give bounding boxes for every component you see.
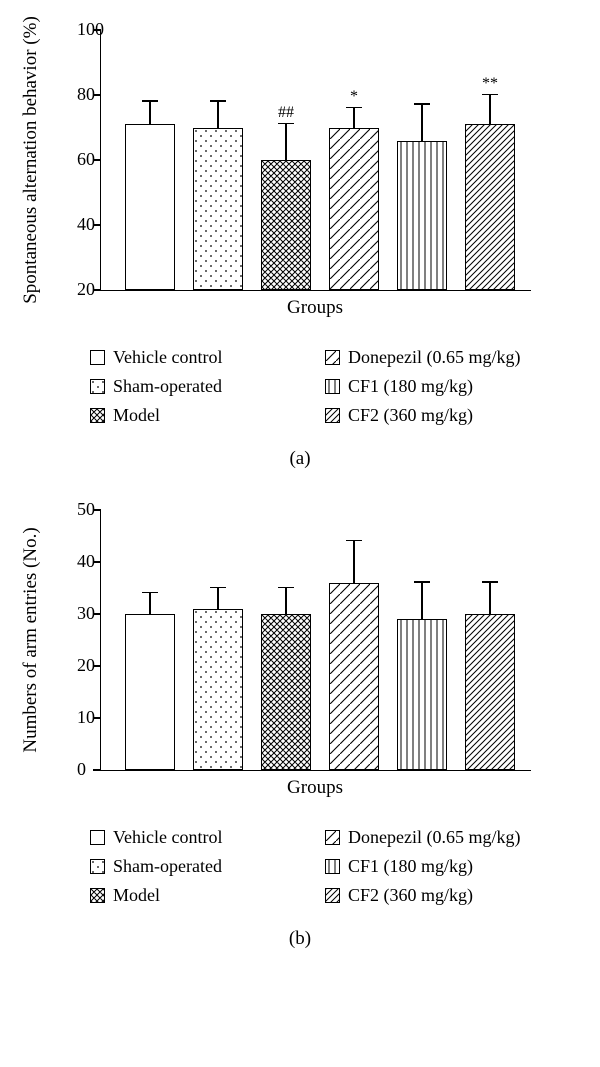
errorbar (217, 588, 219, 609)
ytick-label: 50 (77, 499, 89, 520)
errorbar (489, 95, 491, 124)
chart-b-ylabel: Numbers of arm entries (No.) (20, 527, 42, 752)
errorbar (149, 593, 151, 614)
legend-swatch (90, 830, 105, 845)
legend-b: Vehicle control Donepezil (0.65 mg/kg) Sha… (90, 827, 600, 906)
errorbar (149, 102, 151, 125)
legend-item-cf2: CF2 (360 mg/kg) (325, 885, 580, 906)
errorbar (285, 588, 287, 614)
errorbar-cap (346, 107, 362, 109)
errorbar (285, 124, 287, 160)
bar-donepezil (329, 583, 379, 770)
significance-marker: ** (482, 75, 498, 93)
bar-sham (193, 128, 243, 291)
ytick-label: 0 (77, 759, 89, 780)
panel-b-sublabel: (b) (0, 928, 600, 950)
chart-a-xlabel: Groups (100, 297, 530, 319)
bar-vehicle (125, 124, 175, 290)
legend-swatch (90, 379, 105, 394)
legend-item-vehicle: Vehicle control (90, 827, 325, 848)
errorbar (353, 108, 355, 128)
legend-item-sham: Sham-operated (90, 376, 325, 397)
legend-item-vehicle: Vehicle control (90, 347, 325, 368)
panel-a: Spontaneous alternation behavior (%) 204… (0, 30, 600, 470)
ytick-label: 100 (77, 19, 89, 40)
ytick-label: 30 (77, 603, 89, 624)
legend-swatch (325, 830, 340, 845)
chart-b-plot-area: Numbers of arm entries (No.) 01020304050 (100, 510, 531, 771)
legend-label: Model (113, 885, 160, 906)
errorbar (421, 105, 423, 141)
ytick-label: 60 (77, 149, 89, 170)
ytick-label: 20 (77, 655, 89, 676)
legend-swatch (325, 408, 340, 423)
errorbar-cap (142, 592, 158, 594)
legend-swatch (325, 379, 340, 394)
legend-item-sham: Sham-operated (90, 856, 325, 877)
legend-swatch (90, 859, 105, 874)
legend-swatch (325, 859, 340, 874)
bar-sham (193, 609, 243, 770)
chart-a-ylabel: Spontaneous alternation behavior (%) (20, 16, 42, 304)
errorbar (217, 102, 219, 128)
errorbar-cap (278, 123, 294, 125)
errorbar-cap (142, 100, 158, 102)
errorbar-cap (210, 587, 226, 589)
panel-a-sublabel: (a) (0, 448, 600, 470)
bar-donepezil (329, 128, 379, 291)
chart-b-xlabel: Groups (100, 777, 530, 799)
bar-vehicle (125, 614, 175, 770)
legend-swatch (90, 888, 105, 903)
legend-item-donepezil: Donepezil (0.65 mg/kg) (325, 347, 580, 368)
errorbar-cap (414, 103, 430, 105)
significance-marker: ## (278, 104, 294, 122)
legend-item-donepezil: Donepezil (0.65 mg/kg) (325, 827, 580, 848)
ytick-label: 80 (77, 84, 89, 105)
errorbar-cap (210, 100, 226, 102)
ytick-label: 40 (77, 551, 89, 572)
bar-model (261, 160, 311, 290)
chart-a-plot-area: Spontaneous alternation behavior (%) 204… (100, 30, 531, 291)
legend-label: CF2 (360 mg/kg) (348, 405, 473, 426)
errorbar (353, 541, 355, 583)
ytick (93, 769, 101, 771)
legend-swatch (325, 888, 340, 903)
significance-marker: * (350, 88, 358, 106)
ytick-label: 40 (77, 214, 89, 235)
errorbar (489, 583, 491, 614)
bar-cf1 (397, 141, 447, 291)
legend-label: Sham-operated (113, 376, 222, 397)
errorbar-cap (278, 587, 294, 589)
legend-label: Model (113, 405, 160, 426)
legend-label: CF1 (180 mg/kg) (348, 376, 473, 397)
legend-item-cf1: CF1 (180 mg/kg) (325, 376, 580, 397)
legend-swatch (325, 350, 340, 365)
legend-item-model: Model (90, 405, 325, 426)
legend-label: Donepezil (0.65 mg/kg) (348, 347, 520, 368)
errorbar-cap (346, 540, 362, 542)
ytick-label: 10 (77, 707, 89, 728)
legend-item-model: Model (90, 885, 325, 906)
legend-label: CF2 (360 mg/kg) (348, 885, 473, 906)
errorbar-cap (482, 94, 498, 96)
legend-swatch (90, 350, 105, 365)
legend-item-cf2: CF2 (360 mg/kg) (325, 405, 580, 426)
bar-cf2 (465, 124, 515, 290)
legend-label: Vehicle control (113, 827, 222, 848)
bar-model (261, 614, 311, 770)
legend-label: Vehicle control (113, 347, 222, 368)
errorbar-cap (482, 581, 498, 583)
legend-label: Donepezil (0.65 mg/kg) (348, 827, 520, 848)
panel-b: Numbers of arm entries (No.) 01020304050… (0, 510, 600, 950)
bar-cf1 (397, 619, 447, 770)
ytick-label: 20 (77, 279, 89, 300)
bar-cf2 (465, 614, 515, 770)
errorbar-cap (414, 581, 430, 583)
errorbar (421, 583, 423, 619)
legend-swatch (90, 408, 105, 423)
legend-label: Sham-operated (113, 856, 222, 877)
legend-item-cf1: CF1 (180 mg/kg) (325, 856, 580, 877)
legend-label: CF1 (180 mg/kg) (348, 856, 473, 877)
legend-a: Vehicle control Donepezil (0.65 mg/kg) Sha… (90, 347, 600, 426)
